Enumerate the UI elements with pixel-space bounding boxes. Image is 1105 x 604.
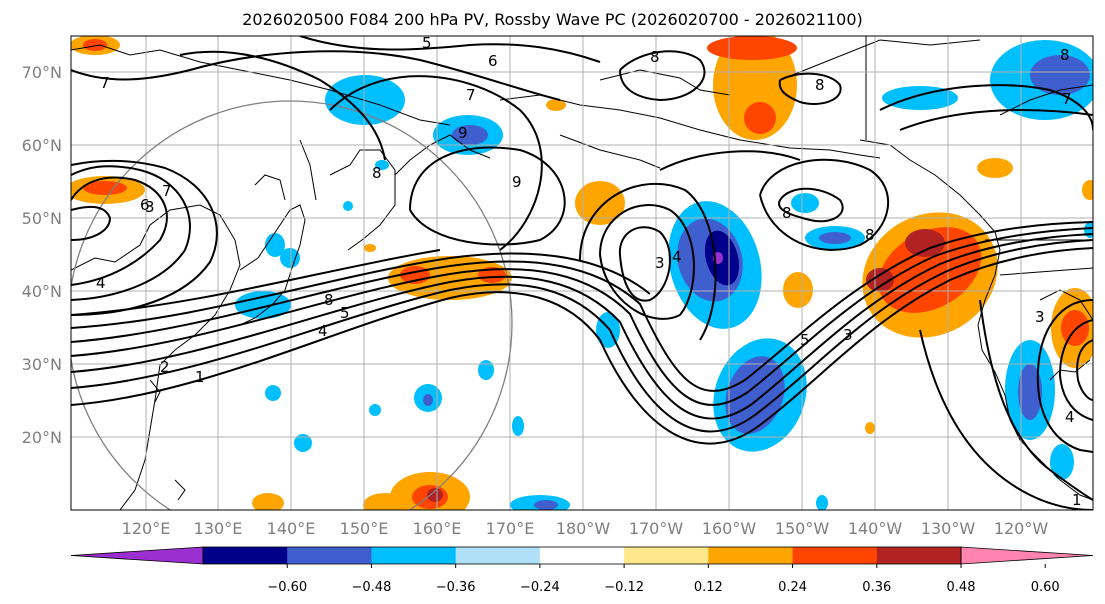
lat-label: 60°N: [22, 136, 62, 155]
positive-anomaly-shading: [713, 36, 797, 140]
contour-label: 8: [372, 164, 382, 182]
contour-label: 3: [843, 326, 853, 344]
colorbar-segment: [792, 547, 878, 564]
colorbar-extend-high: [960, 546, 1094, 565]
lon-label: 130°W: [921, 519, 976, 538]
contour-label: 4: [672, 248, 682, 266]
contour-label: 5: [340, 304, 350, 322]
contour-label: 4: [1065, 408, 1075, 426]
lon-label: 150°E: [340, 519, 389, 538]
coastlines: [71, 36, 1093, 510]
contour-label: 7: [162, 182, 172, 200]
lat-label: 50°N: [22, 209, 62, 228]
colorbar-segment: [876, 547, 962, 564]
contour-label: 8: [782, 204, 792, 222]
colorbar-extend-low: [70, 546, 204, 565]
contour-label: 8: [1060, 46, 1070, 64]
colorbar-segment: [624, 547, 709, 564]
lon-label: 120°W: [994, 519, 1049, 538]
lat-label: 70°N: [22, 63, 62, 82]
lat-label: 40°N: [22, 282, 62, 301]
lon-label: 170°E: [486, 519, 535, 538]
plot-frame: [70, 35, 1094, 511]
lat-label: 20°N: [22, 428, 62, 447]
lon-label: 140°E: [267, 519, 316, 538]
contour-label: 7: [466, 86, 476, 104]
colorbar-tick-label: −0.48: [352, 580, 392, 595]
colorbar-tick-label: 0.60: [1031, 580, 1060, 595]
contour-label: 1: [1072, 491, 1082, 509]
contour-label: 6: [140, 196, 150, 214]
contour-label: 5: [422, 34, 432, 52]
contour-label: 3: [655, 254, 665, 272]
contour-label: 8: [650, 48, 660, 66]
pv-contours: [71, 36, 1093, 510]
contour-label: 6: [488, 52, 498, 70]
lon-label: 160°W: [702, 519, 757, 538]
contour-label: 3: [1035, 308, 1045, 326]
contour-label: 8: [324, 291, 334, 309]
colorbar-segment: [455, 547, 541, 564]
latitude-labels: 70°N 60°N 50°N 40°N 30°N 20°N: [22, 63, 62, 447]
colorbar-segment: [371, 547, 457, 564]
contour-label: 7: [100, 74, 110, 92]
colorbar-segment: [203, 547, 288, 564]
contour-labels: 5 6 7 7 8 8 8 8 8 9 9 7 6 5 4 3 2 1 3 4 …: [96, 34, 1082, 509]
lon-label: 160°E: [413, 519, 462, 538]
contour-label: 1: [195, 368, 205, 386]
contour-label: 5: [800, 331, 810, 349]
colorbar-tick-label: 0.36: [862, 580, 891, 595]
lat-label: 30°N: [22, 355, 62, 374]
lon-label: 130°E: [194, 519, 243, 538]
colorbar-tick-label: 0.12: [694, 580, 723, 595]
colorbar-tick-label: −0.60: [267, 580, 307, 595]
contour-label: 8: [865, 226, 875, 244]
map-title: 2026020500 F084 200 hPa PV, Rossby Wave …: [242, 10, 863, 29]
longitude-labels: 120°E 130°E 140°E 150°E 160°E 170°E 180°…: [122, 519, 1049, 538]
contour-label: 7: [1062, 90, 1072, 108]
contour-label: 2: [160, 358, 170, 376]
colorbar-segment: [539, 547, 625, 564]
colorbar-tick-label: −0.24: [520, 580, 560, 595]
lon-label: 170°W: [629, 519, 684, 538]
contour-label: 4: [318, 322, 328, 340]
contour-label: 4: [96, 274, 106, 292]
contour-label: 8: [815, 76, 825, 94]
lon-label: 140°W: [848, 519, 903, 538]
colorbar: −0.60 −0.48 −0.36 −0.24 −0.12 0.12 0.24 0.36 0.4…: [70, 546, 1094, 595]
contour-label: 9: [512, 173, 522, 191]
lon-label: 120°E: [122, 519, 171, 538]
colorbar-tick-label: 0.48: [947, 580, 976, 595]
colorbar-segment: [708, 547, 794, 564]
contour-label: 9: [458, 124, 468, 142]
colorbar-tick-label: 0.24: [778, 580, 807, 595]
graticule: [71, 36, 1093, 510]
lon-label: 180°W: [556, 519, 611, 538]
colorbar-tick-label: −0.36: [436, 580, 476, 595]
range-circle: [71, 100, 513, 510]
colorbar-segment: [287, 547, 372, 564]
colorbar-outline: [202, 546, 962, 565]
lon-label: 150°W: [775, 519, 830, 538]
contour-label: 3: [145, 198, 155, 216]
colorbar-tick-label: −0.12: [604, 580, 644, 595]
